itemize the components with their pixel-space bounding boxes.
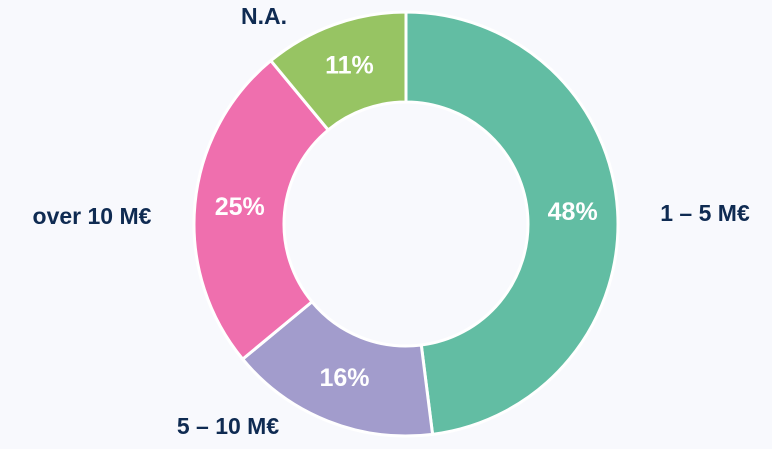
donut-slice: [192, 58, 331, 362]
value-label: 16%: [319, 364, 369, 392]
category-label: 5 – 10 M€: [177, 413, 279, 439]
category-label: N.A.: [241, 3, 287, 29]
category-label: 1 – 5 M€: [660, 200, 750, 226]
donut-slice: [404, 10, 620, 437]
donut-slice: [268, 10, 408, 133]
value-label: 25%: [215, 193, 265, 221]
value-label: 11%: [325, 51, 374, 79]
category-label: over 10 M€: [33, 203, 152, 229]
value-label: 48%: [548, 198, 598, 226]
